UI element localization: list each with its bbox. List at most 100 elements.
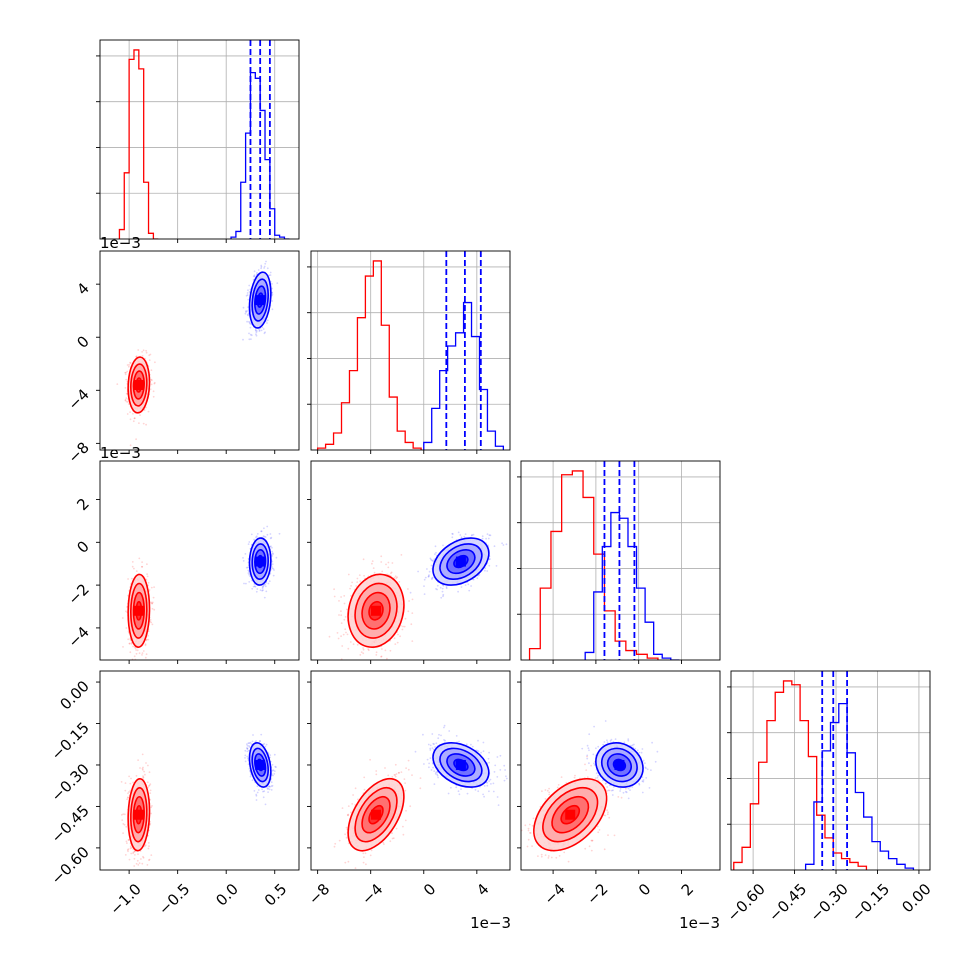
panel-plot-area — [120, 733, 277, 867]
sample-point — [124, 789, 127, 792]
sample-point — [439, 586, 442, 589]
sample-point — [278, 532, 281, 535]
sample-point — [145, 638, 148, 641]
sample-point — [247, 569, 250, 572]
sample-point — [367, 649, 370, 652]
y-tick-label: −8 — [64, 438, 92, 466]
sample-point — [442, 544, 444, 547]
sample-point — [124, 371, 126, 374]
sample-point — [470, 534, 473, 537]
sample-point — [146, 563, 148, 566]
sample-point — [147, 581, 150, 584]
sample-point — [441, 587, 444, 590]
sample-point — [484, 569, 486, 572]
sample-point — [151, 805, 153, 807]
sample-point — [271, 566, 273, 568]
y-tick-label: 0 — [73, 537, 92, 556]
sample-point — [133, 567, 135, 570]
sample-point — [127, 365, 130, 368]
sample-point — [150, 854, 153, 856]
sample-point — [129, 362, 132, 364]
sample-point — [423, 593, 426, 595]
sample-point — [142, 766, 144, 769]
sample-point — [153, 381, 156, 384]
panel-1-1 — [307, 250, 511, 454]
sample-point — [150, 383, 153, 386]
sample-point — [410, 623, 413, 626]
sample-point — [347, 573, 350, 576]
sample-point — [145, 639, 148, 642]
sample-point — [428, 570, 431, 573]
sample-point — [411, 598, 414, 601]
sample-point — [247, 298, 250, 301]
sample-point — [149, 783, 152, 785]
sample-point — [486, 533, 489, 535]
sample-point — [255, 334, 258, 337]
sample-point — [131, 561, 134, 563]
sample-point — [142, 769, 144, 771]
sample-point — [428, 574, 430, 576]
sample-point — [247, 289, 249, 292]
sample-point — [129, 418, 132, 421]
panel-1-0: −8−404 — [64, 247, 300, 467]
sample-point — [484, 567, 487, 569]
sample-point — [245, 582, 247, 585]
sample-point — [246, 310, 249, 312]
sample-point — [126, 842, 128, 844]
sample-point — [271, 563, 274, 565]
y-tick-label: 2 — [73, 495, 92, 514]
sample-point — [403, 625, 406, 628]
sample-point — [373, 571, 376, 574]
sample-point — [266, 533, 269, 536]
sample-point — [256, 533, 259, 535]
sample-point — [149, 353, 152, 356]
sample-point — [486, 570, 489, 572]
sample-point — [126, 413, 129, 415]
sample-point — [397, 633, 399, 636]
sample-point — [127, 850, 129, 853]
sample-point — [385, 563, 387, 566]
sample-point — [431, 577, 433, 579]
sample-point — [255, 331, 258, 334]
sample-point — [260, 329, 263, 332]
sample-point — [253, 538, 256, 541]
sample-point — [256, 272, 258, 274]
sample-point — [151, 379, 153, 382]
sample-point — [255, 535, 258, 538]
sample-point — [253, 275, 256, 278]
sample-point — [268, 247, 270, 249]
sample-point — [248, 321, 251, 324]
panel-frame — [310, 460, 511, 661]
sample-point — [149, 619, 152, 621]
sample-point — [124, 387, 127, 389]
sample-point — [141, 565, 143, 568]
sample-point — [411, 612, 414, 614]
sample-point — [242, 557, 244, 559]
panel-2-1 — [307, 460, 511, 668]
panel-frame — [99, 250, 300, 451]
sample-point — [255, 333, 257, 336]
sample-point — [472, 578, 475, 581]
sample-point — [142, 422, 145, 425]
sample-point — [257, 269, 260, 271]
sample-point — [263, 265, 266, 268]
sample-point — [385, 666, 387, 668]
sample-point — [467, 583, 470, 586]
sample-point — [360, 651, 363, 653]
sample-point — [349, 641, 352, 643]
sample-point — [341, 645, 344, 647]
sample-point — [264, 536, 267, 538]
sample-point — [272, 574, 275, 577]
sample-point — [139, 767, 141, 769]
sample-point — [264, 585, 267, 588]
sample-point — [340, 610, 342, 612]
sample-point — [350, 585, 352, 587]
sample-point — [129, 845, 132, 848]
sample-point — [273, 569, 275, 571]
histogram-series-1 — [584, 511, 680, 660]
sample-point — [133, 865, 136, 867]
sample-point — [141, 862, 144, 865]
sample-point — [430, 564, 433, 567]
sample-point — [262, 328, 265, 330]
sample-point — [358, 574, 361, 576]
